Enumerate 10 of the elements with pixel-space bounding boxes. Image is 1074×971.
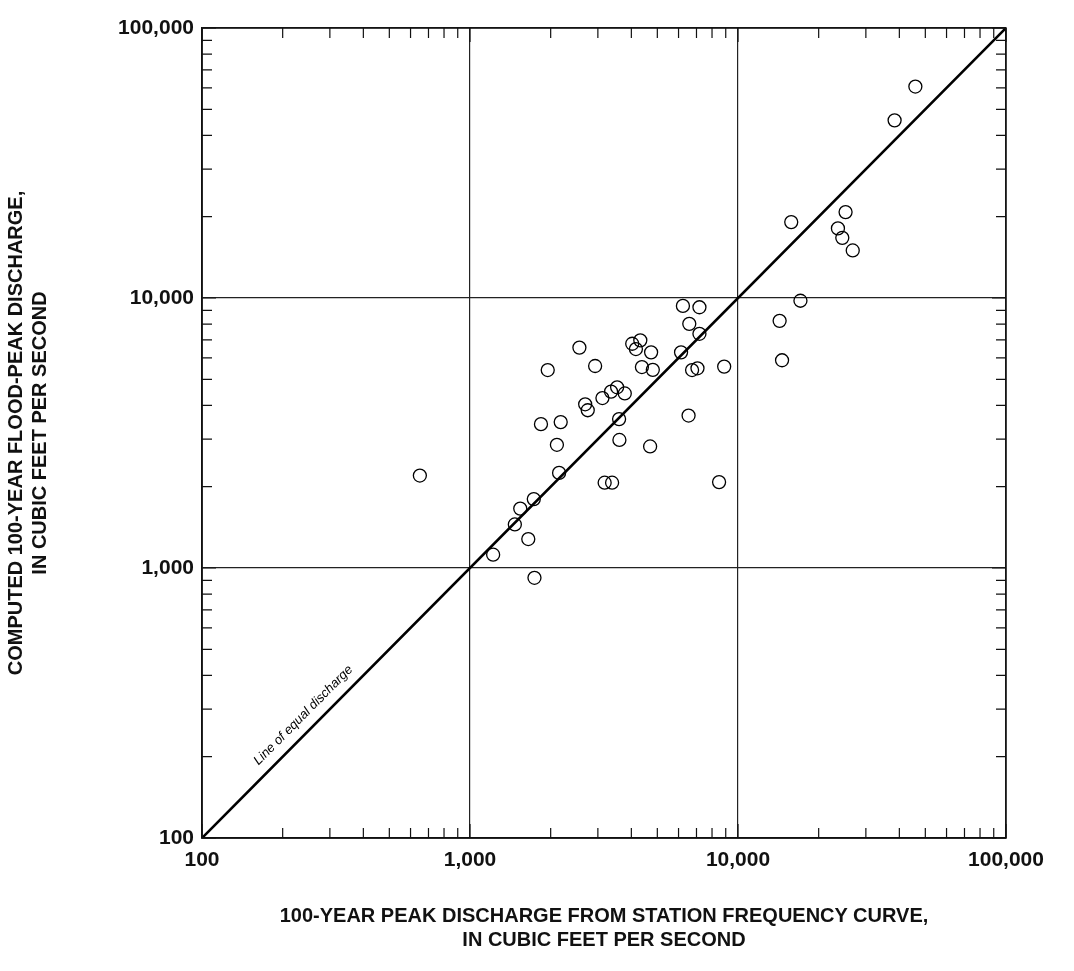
x-axis-title: 100-YEAR PEAK DISCHARGE FROM STATION FREQUENCY CURVE, IN CUBIC FEET PER SECOND [279, 903, 929, 950]
x-tick-label: 1,000 [443, 847, 497, 871]
y-axis-title: COMPUTED 100-YEAR FLOOD-PEAK DISCHARGE, IN CUBIC FEET PER SECOND [3, 190, 50, 676]
y-tick-label: 100 [158, 824, 194, 848]
x-tick-label: 10,000 [705, 847, 771, 871]
y-tick-label: 100,000 [118, 14, 194, 38]
y-tick-label: 1,000 [141, 554, 194, 578]
x-tick-label: 100 [184, 847, 220, 871]
x-tick-label: 100,000 [968, 847, 1044, 871]
y-tick-label: 10,000 [129, 284, 194, 308]
